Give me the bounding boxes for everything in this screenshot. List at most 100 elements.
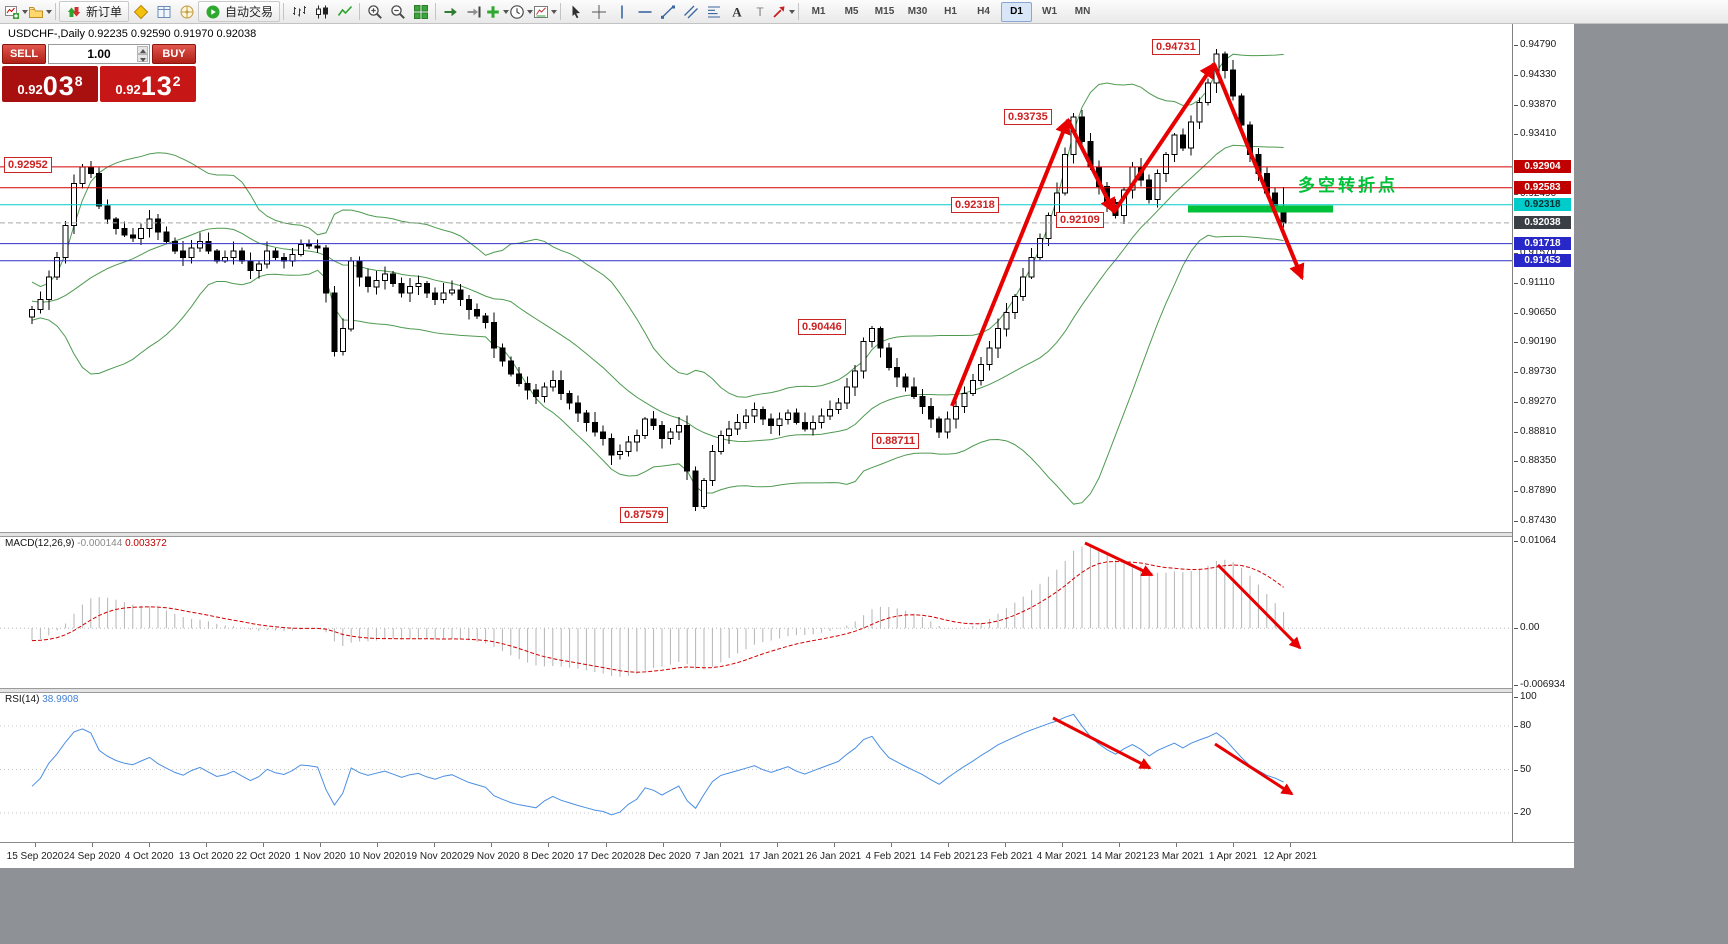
new-chart-button[interactable] xyxy=(4,2,28,22)
panel-separator[interactable] xyxy=(0,688,1574,693)
price-trend-arrows[interactable] xyxy=(950,62,1305,407)
candle xyxy=(1179,128,1186,151)
timeframe-w1-button[interactable]: W1 xyxy=(1042,6,1058,17)
macd-scale-label: 0.01064 xyxy=(1513,535,1557,546)
timeframe-m15-button[interactable]: M15 xyxy=(874,6,895,17)
fibonacci-button[interactable] xyxy=(702,2,725,22)
date-tick xyxy=(947,843,949,847)
candle xyxy=(146,209,153,238)
candle xyxy=(818,408,825,429)
macd-scale-label: -0.006934 xyxy=(1513,679,1566,690)
auto-scroll-button[interactable] xyxy=(439,2,462,22)
date-label: 1 Apr 2021 xyxy=(1208,851,1258,862)
sell-button[interactable]: SELL xyxy=(2,44,46,64)
text-button[interactable]: A xyxy=(725,2,748,22)
tile-windows-button[interactable] xyxy=(409,2,432,22)
price-annotation[interactable]: 0.94731 xyxy=(1152,39,1200,55)
trendline-icon xyxy=(660,5,675,19)
timeframe-m5-button[interactable]: M5 xyxy=(844,6,859,17)
bid-price[interactable]: 0.92 03 8 xyxy=(2,66,98,102)
timeframe-d1-button[interactable]: D1 xyxy=(1001,1,1033,22)
volume-increase-button[interactable] xyxy=(137,46,148,54)
toolbar-separator xyxy=(560,3,562,20)
candle xyxy=(390,271,397,287)
price-annotation[interactable]: 0.92109 xyxy=(1056,212,1104,228)
navigator-button[interactable] xyxy=(175,2,198,22)
autotrading-button[interactable]: 自动交易 xyxy=(198,1,281,22)
timeframe-m30-button[interactable]: M30 xyxy=(907,6,928,17)
candle xyxy=(255,260,262,279)
price-annotation[interactable]: 0.90446 xyxy=(798,319,846,335)
bollinger-bands xyxy=(31,53,1284,505)
macd-signal-line xyxy=(31,560,1284,673)
horizontal-line-button[interactable] xyxy=(633,2,656,22)
arrows-button[interactable] xyxy=(771,2,796,22)
timeframe-mn-button[interactable]: MN xyxy=(1074,6,1091,17)
panel-separator[interactable] xyxy=(0,532,1574,537)
date-tick xyxy=(92,843,94,847)
crosshair-button[interactable] xyxy=(587,2,610,22)
rsi-panel xyxy=(0,713,1512,816)
new-order-button[interactable]: 新订单 xyxy=(59,1,130,22)
indicators-button[interactable] xyxy=(485,2,510,22)
ask-price[interactable]: 0.92 13 2 xyxy=(100,66,196,102)
timeframe-m1-button[interactable]: M1 xyxy=(811,6,826,17)
candle xyxy=(717,430,724,455)
candle xyxy=(348,256,355,332)
data-window-button[interactable] xyxy=(152,2,175,22)
new-order-button-label: 新订单 xyxy=(86,5,123,19)
price-scale-label: 0.89730 xyxy=(1513,366,1557,377)
candle xyxy=(138,223,145,245)
volume-field[interactable]: 1.00 xyxy=(48,44,150,64)
volume-decrease-button[interactable] xyxy=(137,54,148,62)
candle xyxy=(969,374,976,397)
candle xyxy=(1196,97,1203,130)
metaeditor-button[interactable] xyxy=(129,2,152,22)
rsi-trend-arrows[interactable] xyxy=(1052,716,1294,796)
candle xyxy=(121,221,128,238)
price-annotation[interactable]: 0.92952 xyxy=(4,157,52,173)
buy-button[interactable]: BUY xyxy=(152,44,196,64)
price-annotation[interactable]: 0.92318 xyxy=(951,197,999,213)
bid-prefix: 0.92 xyxy=(17,82,43,97)
chart-canvas[interactable] xyxy=(0,24,1574,868)
horizontal-lines xyxy=(0,166,1512,262)
zoom-out-button[interactable] xyxy=(386,2,409,22)
channel-button[interactable] xyxy=(679,2,702,22)
chart-shift-button[interactable] xyxy=(462,2,485,22)
date-tick xyxy=(491,843,493,847)
date-tick xyxy=(434,843,436,847)
candle xyxy=(709,445,716,486)
date-tick xyxy=(1004,843,1006,847)
date-label: 4 Feb 2021 xyxy=(865,851,917,862)
cursor-button[interactable] xyxy=(564,2,587,22)
price-annotation[interactable]: 0.88711 xyxy=(872,433,920,449)
candlestick-chart-button[interactable] xyxy=(310,2,333,22)
date-tick xyxy=(776,843,778,847)
caret-down-icon xyxy=(527,9,534,14)
candle xyxy=(667,428,674,445)
candle xyxy=(440,283,447,304)
periods-button[interactable] xyxy=(509,2,534,22)
zoom-in-button[interactable] xyxy=(363,2,386,22)
toolbar-separator xyxy=(798,3,800,20)
candle xyxy=(617,444,623,460)
candle xyxy=(457,284,464,307)
line-chart-button[interactable] xyxy=(333,2,356,22)
text-label-button[interactable]: T xyxy=(748,2,771,22)
candle xyxy=(1062,147,1069,196)
vertical-line-button[interactable] xyxy=(610,2,633,22)
candle xyxy=(373,271,380,295)
price-scale-label: 0.93410 xyxy=(1513,128,1557,140)
price-annotation[interactable]: 0.87579 xyxy=(620,507,668,523)
turning-point-text[interactable]: 多空转折点 xyxy=(1298,176,1398,195)
profiles-button[interactable] xyxy=(28,2,52,22)
price-annotation[interactable]: 0.93735 xyxy=(1004,109,1052,125)
timeframe-h1-button[interactable]: H1 xyxy=(944,6,957,17)
timeframe-h4-button[interactable]: H4 xyxy=(977,6,990,17)
candle xyxy=(541,382,548,403)
trendline-button[interactable] xyxy=(656,2,679,22)
templates-button[interactable] xyxy=(533,2,558,22)
bar-chart-button[interactable] xyxy=(287,2,310,22)
macd-trend-arrows[interactable] xyxy=(1084,541,1302,650)
